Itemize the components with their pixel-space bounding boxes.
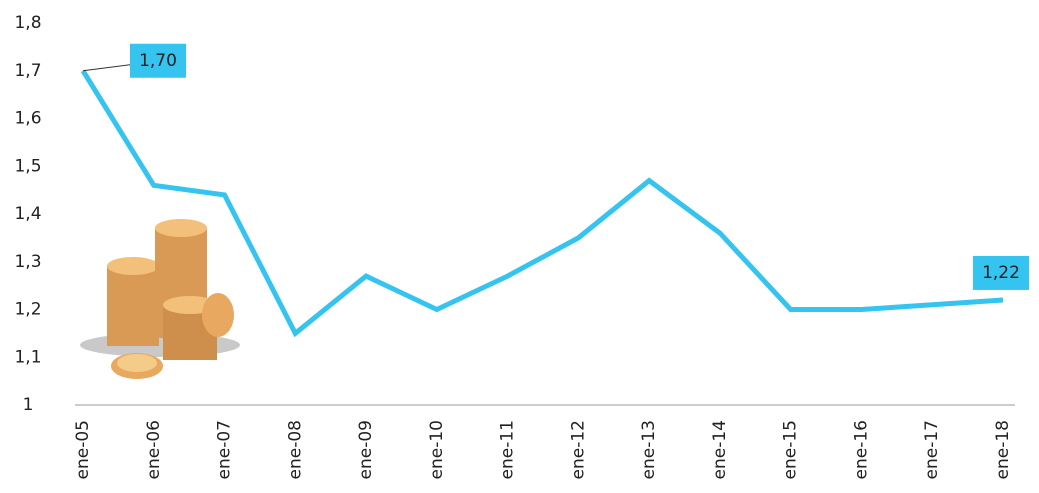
x-tick-label: ene-17 <box>922 420 942 479</box>
x-tick-label: ene-10 <box>427 420 447 479</box>
x-tick-label: ene-11 <box>498 420 518 479</box>
value-label-box <box>130 43 186 78</box>
x-tick-label: ene-18 <box>993 420 1013 479</box>
y-tick-label: 1,7 <box>14 61 41 81</box>
y-tick-label: 1,4 <box>14 204 41 224</box>
value-label: 1,22 <box>982 263 1020 283</box>
coins-illustration <box>80 219 240 379</box>
x-tick-label: ene-14 <box>710 420 730 479</box>
x-tick-label: ene-13 <box>639 420 659 479</box>
value-label: 1,70 <box>139 51 177 71</box>
y-tick-label: 1,5 <box>14 156 41 176</box>
y-tick-label: 1,1 <box>14 347 41 367</box>
x-tick-label: ene-12 <box>568 420 588 479</box>
leader-line <box>82 64 131 72</box>
y-tick-label: 1 <box>23 395 34 415</box>
x-tick-label: ene-05 <box>73 420 93 479</box>
y-tick-label: 1,6 <box>14 109 41 129</box>
x-tick-label: ene-09 <box>356 420 376 479</box>
x-tick-label: ene-08 <box>285 420 305 479</box>
x-tick-label: ene-16 <box>851 420 871 479</box>
y-tick-label: 1,3 <box>14 252 41 272</box>
x-tick-label: ene-07 <box>215 420 235 479</box>
data-line <box>80 69 1004 338</box>
x-tick-label: ene-06 <box>144 420 164 479</box>
y-tick-label: 1,8 <box>14 13 41 33</box>
value-label-box <box>973 255 1029 290</box>
y-tick-label: 1,2 <box>14 300 41 320</box>
x-tick-label: ene-15 <box>781 420 801 479</box>
